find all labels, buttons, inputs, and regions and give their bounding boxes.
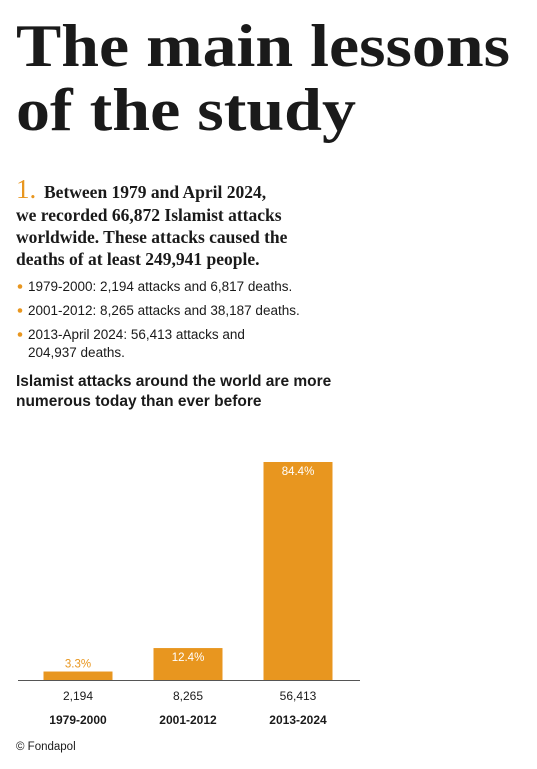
share-label: 84.4% (282, 466, 315, 478)
value-label: 8,265 (173, 689, 203, 703)
lead-line: worldwide. These attacks caused the (16, 227, 288, 247)
category-label: 1979-2000 (49, 713, 107, 727)
title-line: The main lessons (16, 13, 510, 79)
chart-title: numerous today than ever before (16, 393, 262, 410)
chart-title: Islamist attacks around the world are mo… (16, 373, 332, 390)
title-line: of the study (16, 77, 356, 143)
chart: 3.3% 2,194 1979-2000 12.4% 8,265 2001-2012 84.… (43, 462, 333, 727)
bar (43, 671, 113, 680)
bullet-text: 2001-2012: 8,265 attacks and 38,187 deat… (28, 303, 300, 318)
lead-line: Between 1979 and April 2024, (44, 182, 266, 202)
bullet-dot (17, 332, 23, 337)
share-label: 12.4% (172, 652, 205, 664)
category-label: 2013-2024 (269, 713, 327, 727)
source: © Fondapol (16, 741, 76, 753)
bullet-text: 1979-2000: 2,194 attacks and 6,817 death… (28, 279, 292, 294)
bullet-list: 1979-2000: 2,194 attacks and 6,817 death… (17, 279, 300, 360)
value-label: 56,413 (280, 689, 317, 703)
category-label: 2001-2012 (159, 713, 217, 727)
bullet-text: 204,937 deaths. (28, 345, 125, 360)
lead-line: deaths of at least 249,941 people. (16, 249, 260, 269)
lead-line: we recorded 66,872 Islamist attacks (16, 205, 282, 225)
section-number: 1. (16, 174, 36, 204)
bullet-dot (17, 284, 23, 289)
bullet-dot (17, 308, 23, 313)
share-label: 3.3% (65, 659, 91, 671)
bar (263, 462, 333, 680)
value-label: 2,194 (63, 689, 93, 703)
bullet-text: 2013-April 2024: 56,413 attacks and (28, 327, 245, 342)
bar (153, 648, 223, 680)
